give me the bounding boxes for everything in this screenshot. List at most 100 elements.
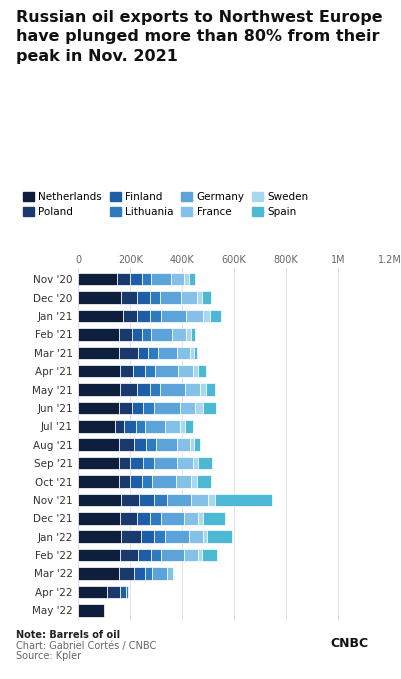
Bar xyxy=(197,457,212,469)
Bar xyxy=(121,530,140,543)
Bar xyxy=(196,475,210,488)
Bar xyxy=(136,384,150,396)
Bar xyxy=(207,530,231,543)
Bar xyxy=(78,512,119,525)
Bar xyxy=(183,273,188,285)
Bar xyxy=(78,420,114,433)
Bar xyxy=(165,530,188,543)
Bar xyxy=(118,328,131,341)
Bar xyxy=(133,365,144,378)
Bar xyxy=(78,328,118,341)
Bar xyxy=(78,365,119,378)
Bar xyxy=(165,420,179,433)
Bar xyxy=(150,291,160,304)
Bar xyxy=(196,291,201,304)
Bar xyxy=(136,291,150,304)
Text: Source: Kpler: Source: Kpler xyxy=(16,651,81,661)
Bar xyxy=(192,365,197,378)
Bar xyxy=(107,585,119,598)
Bar xyxy=(157,346,176,359)
Bar xyxy=(188,530,203,543)
Bar xyxy=(118,439,134,451)
Bar xyxy=(161,512,183,525)
Bar xyxy=(78,567,118,580)
Bar xyxy=(144,567,152,580)
Bar xyxy=(179,420,184,433)
Bar xyxy=(135,420,144,433)
Bar xyxy=(205,384,214,396)
Bar xyxy=(179,402,195,414)
Bar xyxy=(142,328,151,341)
Bar xyxy=(136,310,150,323)
Bar xyxy=(161,549,183,562)
Bar xyxy=(193,346,196,359)
Bar xyxy=(191,475,196,488)
Bar xyxy=(180,291,196,304)
Bar xyxy=(200,384,205,396)
Bar xyxy=(193,439,200,451)
Text: Russian oil exports to Northwest Europe
have plunged more than 80% from their
pe: Russian oil exports to Northwest Europe … xyxy=(16,10,382,64)
Bar xyxy=(203,402,215,414)
Bar xyxy=(138,346,148,359)
Text: CNBC: CNBC xyxy=(330,637,368,650)
Bar xyxy=(192,457,197,469)
Bar xyxy=(203,530,207,543)
Bar xyxy=(78,346,118,359)
Bar xyxy=(134,567,144,580)
Bar xyxy=(117,273,130,285)
Bar xyxy=(197,512,203,525)
Bar xyxy=(208,494,214,506)
Bar xyxy=(78,585,107,598)
Bar xyxy=(170,273,183,285)
Bar xyxy=(201,291,210,304)
Bar xyxy=(118,457,130,469)
Bar xyxy=(78,475,118,488)
Bar xyxy=(119,512,136,525)
Bar xyxy=(201,549,217,562)
Bar xyxy=(144,365,155,378)
Bar xyxy=(126,585,128,598)
Bar xyxy=(184,420,192,433)
Bar xyxy=(130,457,143,469)
Bar xyxy=(190,439,193,451)
Bar xyxy=(121,494,139,506)
Bar xyxy=(136,512,150,525)
Bar xyxy=(197,365,205,378)
Bar xyxy=(176,439,190,451)
Bar xyxy=(118,346,138,359)
Bar xyxy=(144,420,165,433)
Bar xyxy=(78,549,119,562)
Legend: Netherlands, Poland, Finland, Lithuania, Germany, France, Sweden, Spain: Netherlands, Poland, Finland, Lithuania,… xyxy=(23,192,308,217)
Bar xyxy=(119,384,136,396)
Bar xyxy=(175,475,191,488)
Bar xyxy=(203,512,225,525)
Bar xyxy=(176,346,190,359)
Bar xyxy=(152,475,175,488)
Bar xyxy=(152,567,166,580)
Bar xyxy=(214,494,271,506)
Bar xyxy=(78,457,118,469)
Bar xyxy=(78,291,121,304)
Bar xyxy=(183,549,197,562)
Bar xyxy=(184,384,200,396)
Bar xyxy=(155,365,178,378)
Bar xyxy=(151,549,161,562)
Bar xyxy=(186,328,191,341)
Bar xyxy=(118,475,130,488)
Bar xyxy=(119,549,138,562)
Bar xyxy=(176,457,192,469)
Bar xyxy=(131,402,143,414)
Text: Note: Barrels of oil: Note: Barrels of oil xyxy=(16,630,120,640)
Bar xyxy=(78,273,117,285)
Bar xyxy=(153,494,166,506)
Bar xyxy=(203,310,209,323)
Bar xyxy=(151,328,172,341)
Bar xyxy=(172,328,186,341)
Bar xyxy=(78,439,118,451)
Bar xyxy=(118,402,131,414)
Bar xyxy=(78,604,104,617)
Bar xyxy=(153,402,179,414)
Bar xyxy=(78,402,118,414)
Bar xyxy=(197,549,201,562)
Text: Chart: Gabriel Cortés / CNBC: Chart: Gabriel Cortés / CNBC xyxy=(16,641,156,651)
